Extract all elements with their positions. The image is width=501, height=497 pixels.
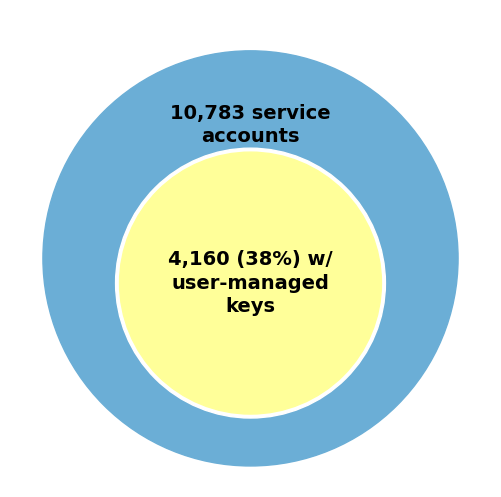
Circle shape (43, 51, 458, 466)
Text: 4,160 (38%) w/
user-managed
keys: 4,160 (38%) w/ user-managed keys (168, 250, 333, 316)
Circle shape (120, 152, 381, 414)
Text: 10,783 service
accounts: 10,783 service accounts (170, 104, 331, 146)
Circle shape (116, 148, 385, 418)
